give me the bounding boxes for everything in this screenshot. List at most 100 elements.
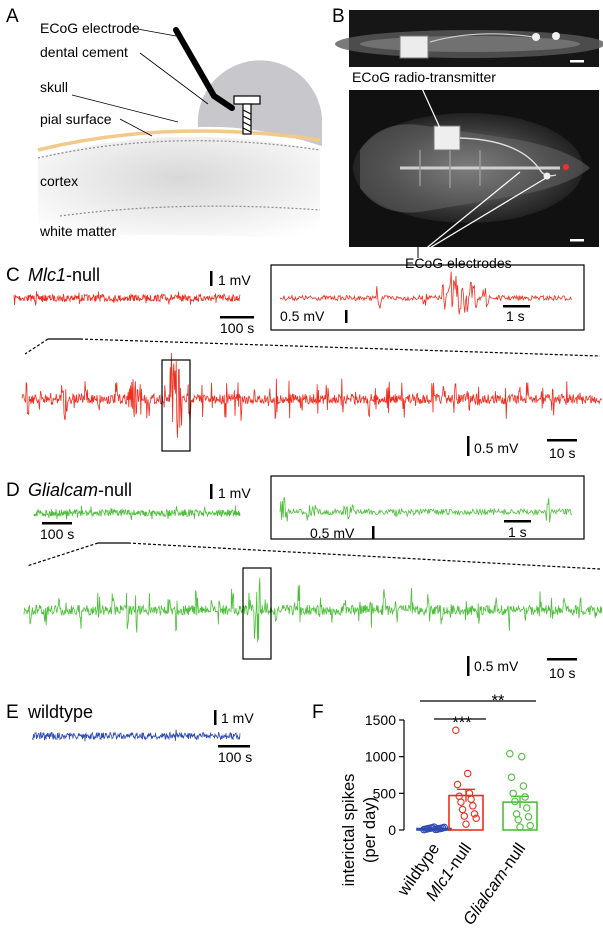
cortex-boundary <box>37 140 321 159</box>
f-point-1-6 <box>457 798 465 806</box>
trace-e-overview-line <box>31 729 241 742</box>
trace-c-overview-line <box>13 291 241 307</box>
panel-letter-e: E <box>6 702 19 723</box>
genotype-c: Mlc1-null <box>28 265 100 285</box>
genotype-d-italic: Glialcam <box>28 480 98 500</box>
zoom-d-s-bar <box>547 658 577 661</box>
transmitter-top <box>433 125 461 151</box>
f-ytick-label-3: 1500 <box>365 712 396 728</box>
electrode-marker-red <box>563 164 569 170</box>
zoom-c-mv-bar <box>467 436 470 456</box>
f-point-2-10 <box>514 815 523 824</box>
panel-letter-a: A <box>6 6 19 27</box>
scalebar-d-100s <box>42 522 72 525</box>
genotype-e: wildtype <box>27 702 93 722</box>
label-pial-surface: pial surface <box>40 111 112 127</box>
scale-e-1mv: 1 mV <box>221 710 254 726</box>
trace-c-zoom <box>21 352 602 438</box>
f-ytick-label-0: 0 <box>388 822 396 838</box>
scale-bar-xray-bottom <box>570 239 584 242</box>
f-ytick-label-2: 1000 <box>365 749 396 765</box>
panel-c: C Mlc1-null 1 mV 100 s 0.5 mV 1 s 0.5 mV… <box>6 264 602 461</box>
trace-d-overview-line <box>33 505 241 521</box>
f-point-0-12 <box>430 823 438 831</box>
f-point-2-3 <box>519 782 528 790</box>
inset-d-mv-bar <box>372 526 375 539</box>
f-point-1-5 <box>467 795 475 803</box>
panel-e: E wildtype 1 mV 100 s <box>6 702 254 765</box>
zoom-c-s: 10 s <box>549 445 575 461</box>
scale-e-100s: 100 s <box>218 749 252 765</box>
f-point-2-11 <box>526 821 534 830</box>
inset-c-s-bar <box>503 305 530 308</box>
leader-pial <box>119 118 153 137</box>
f-category-italic-2: Glialcam <box>460 866 512 929</box>
panel-a: A ECoG electrode dental cement skull pia… <box>6 6 322 240</box>
inset-c-s: 1 s <box>506 308 525 324</box>
scale-c-1mv: 1 mV <box>218 272 251 288</box>
label-cortex: cortex <box>40 173 78 189</box>
f-ylabel-line1: interictal spikes <box>340 774 358 887</box>
f-point-2-2 <box>507 773 516 781</box>
f-point-0-11 <box>440 823 448 832</box>
inset-d-mv: 0.5 mV <box>310 525 355 541</box>
inset-c-mv-bar <box>345 310 348 323</box>
label-ecog-electrode: ECoG electrode <box>40 20 140 36</box>
trace-d-inset-line <box>279 496 573 523</box>
label-ecog-electrodes: ECoG electrodes <box>405 255 512 271</box>
zoom-d-mv: 0.5 mV <box>474 658 519 674</box>
trace-d-zoom <box>23 577 603 643</box>
panel-letter-f: F <box>312 702 324 723</box>
trace-e-overview <box>31 729 241 742</box>
f-point-1-11 <box>472 814 480 823</box>
panel-letter-d: D <box>6 480 20 501</box>
f-point-2-6 <box>511 797 519 806</box>
scalebar-c-100s <box>220 316 254 319</box>
genotype-c-italic: Mlc1 <box>28 265 66 285</box>
scale-d-1mv: 1 mV <box>218 485 251 501</box>
genotype-d: Glialcam-null <box>28 480 132 500</box>
trace-c-overview <box>13 291 241 307</box>
label-dental-cement: dental cement <box>40 44 128 60</box>
white-matter-boundary <box>59 205 321 217</box>
f-point-1-0 <box>452 726 460 735</box>
f-point-2-1 <box>517 752 526 761</box>
leader-cement <box>139 52 209 105</box>
skull-screw <box>233 95 261 135</box>
inset-d-s: 1 s <box>508 524 527 540</box>
scalebar-e-1mv <box>214 710 217 725</box>
trace-c-inset <box>279 271 573 315</box>
trace-c-zoom-line <box>21 352 602 438</box>
f-point-1-7 <box>469 802 477 810</box>
f-point-2-5 <box>521 793 529 801</box>
leader-skull <box>71 94 179 123</box>
brain-tissue <box>38 136 320 240</box>
zoom-d-s: 10 s <box>549 665 575 681</box>
f-point-1-2 <box>453 780 462 789</box>
label-radio-transmitter: ECoG radio-transmitter <box>352 69 496 85</box>
scale-d-100s: 100 s <box>40 526 74 542</box>
scalebar-d-1mv <box>210 484 213 499</box>
trace-c-inset-line <box>279 271 573 315</box>
panel-b: B ECoG radio-transmitter ECoG electrodes <box>332 6 603 271</box>
scalebar-e-100s <box>218 745 250 748</box>
transmitter-side <box>399 35 429 59</box>
f-point-1-10 <box>460 812 469 820</box>
f-ylabel-line2: (per day) <box>361 797 379 863</box>
f-point-1-9 <box>470 810 479 818</box>
scalebar-c-1mv <box>210 271 213 286</box>
inset-d-s-bar <box>504 520 531 523</box>
f-point-2-0 <box>506 749 514 758</box>
zoom-d-mv-bar <box>467 656 470 676</box>
sig-wt-vs-mlc1: *** <box>452 714 472 732</box>
genotype-c-suffix: -null <box>66 265 100 285</box>
zoom-c-s-bar <box>547 439 577 442</box>
scale-c-100s: 100 s <box>220 320 254 336</box>
trace-d-zoom-line <box>23 577 603 643</box>
scale-bar-xray-top <box>570 60 584 63</box>
panel-f: F interictal spikes (per day) 0 500 1000 15… <box>312 692 538 929</box>
zoom-c-mv: 0.5 mV <box>474 440 519 456</box>
f-point-1-8 <box>458 805 467 814</box>
inset-c-frame <box>270 264 585 331</box>
